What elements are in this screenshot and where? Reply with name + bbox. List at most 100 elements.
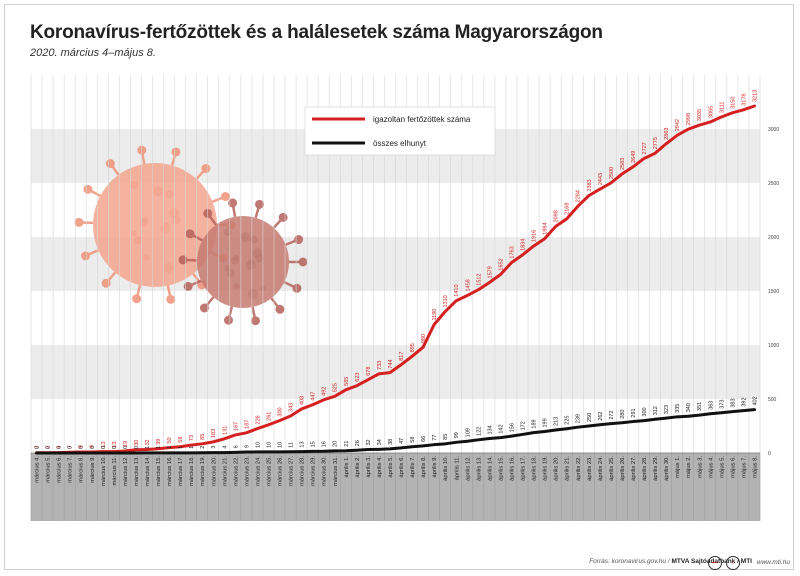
x-tick-label: április 8. bbox=[421, 456, 427, 478]
x-tick-label: március 30. bbox=[322, 456, 328, 486]
deaths-data-label: 109 bbox=[465, 428, 471, 437]
deaths-data-label: 134 bbox=[487, 425, 493, 434]
infected-data-label: 58 bbox=[178, 437, 184, 443]
virus-dot bbox=[240, 232, 251, 243]
deaths-data-label: 225 bbox=[565, 416, 571, 425]
y-tick-label: 2000 bbox=[768, 235, 779, 241]
infected-data-label: 32 bbox=[145, 439, 151, 445]
x-tick-label: április 18. bbox=[532, 456, 538, 481]
infected-data-label: 525 bbox=[333, 383, 339, 392]
deaths-data-label: 335 bbox=[675, 404, 681, 413]
deaths-data-label: 11 bbox=[289, 442, 295, 448]
x-tick-label: március 5. bbox=[46, 456, 52, 483]
deaths-data-label: 13 bbox=[300, 441, 306, 447]
deaths-data-label: 122 bbox=[476, 427, 482, 436]
deaths-data-label: 300 bbox=[642, 407, 648, 416]
deaths-data-label: 0 bbox=[46, 446, 52, 449]
infected-data-label: 39 bbox=[156, 439, 162, 445]
deaths-series-line bbox=[35, 408, 756, 455]
virus-spike-head bbox=[199, 303, 209, 313]
deaths-data-label: 351 bbox=[697, 402, 703, 411]
deaths-data-label: 6 bbox=[233, 445, 239, 448]
virus-spike-head bbox=[292, 283, 302, 293]
x-tick-label: április 3. bbox=[366, 456, 372, 478]
deaths-data-label: 172 bbox=[521, 421, 527, 430]
deaths-data-label: 189 bbox=[532, 419, 538, 428]
deaths-data-label: 38 bbox=[388, 439, 394, 445]
infected-data-label: 2500 bbox=[609, 167, 615, 179]
infected-data-label: 131 bbox=[222, 426, 228, 435]
x-tick-label: március 13. bbox=[134, 456, 140, 486]
virus-dot bbox=[131, 230, 138, 237]
infected-data-label: 2863 bbox=[664, 128, 670, 140]
deaths-data-label: 262 bbox=[598, 412, 604, 421]
x-tick-label: március 15. bbox=[156, 456, 162, 486]
infected-data-label: 30 bbox=[134, 440, 140, 446]
infected-data-label: 585 bbox=[344, 377, 350, 386]
infected-data-label: 1916 bbox=[532, 230, 538, 242]
x-tick-label: március 10. bbox=[101, 456, 107, 486]
x-tick-label: április 10. bbox=[443, 456, 449, 481]
virus-dot bbox=[260, 285, 267, 292]
x-tick-label: március 14. bbox=[145, 456, 151, 486]
deaths-data-label: 0 bbox=[57, 446, 63, 449]
deaths-data-label: 47 bbox=[399, 438, 405, 444]
deaths-data-label: 0 bbox=[68, 446, 74, 449]
deaths-data-label: 77 bbox=[432, 435, 438, 441]
virus-spike-head bbox=[137, 145, 147, 155]
virus-dot bbox=[223, 228, 232, 237]
deaths-data-label: 392 bbox=[741, 397, 747, 406]
deaths-data-label: 1 bbox=[156, 446, 162, 449]
infected-data-label: 2 bbox=[46, 446, 52, 449]
infected-data-label: 3213 bbox=[752, 90, 758, 102]
virus-dot bbox=[224, 265, 231, 272]
deaths-data-label: 199 bbox=[543, 418, 549, 427]
deaths-data-label: 10 bbox=[278, 442, 284, 448]
deaths-data-label: 340 bbox=[686, 403, 692, 412]
virus-spike-head bbox=[223, 315, 233, 325]
virus-spike-head bbox=[83, 184, 93, 194]
x-tick-label: március 23. bbox=[244, 456, 250, 486]
infected-data-label: 2284 bbox=[576, 190, 582, 202]
infected-data-label: 3065 bbox=[708, 106, 714, 118]
x-tick-label: április 29. bbox=[653, 456, 659, 481]
deaths-data-label: 363 bbox=[708, 401, 714, 410]
x-tick-label: április 19. bbox=[543, 456, 549, 481]
deaths-data-label: 21 bbox=[344, 441, 350, 447]
deaths-data-label: 2 bbox=[200, 446, 206, 449]
virus-dot bbox=[152, 186, 163, 197]
infected-data-label: 2168 bbox=[565, 203, 571, 215]
infected-data-label: 3178 bbox=[741, 94, 747, 106]
virus-dot bbox=[143, 254, 150, 261]
source-text: koronavirus.gov.hu / bbox=[611, 558, 672, 565]
deaths-data-label: 16 bbox=[322, 441, 328, 447]
infected-data-label: 2998 bbox=[686, 113, 692, 125]
legend-infected-label: igazoltan fertőzöttek száma bbox=[373, 115, 471, 124]
x-tick-label: március 7. bbox=[68, 456, 74, 483]
infected-data-label: 1410 bbox=[454, 284, 460, 296]
infected-data-label: 1458 bbox=[465, 279, 471, 291]
virus-spike-head bbox=[275, 304, 285, 314]
deaths-data-label: 280 bbox=[620, 410, 626, 419]
x-tick-label: május 8. bbox=[752, 456, 758, 478]
infected-data-label: 187 bbox=[244, 420, 250, 429]
x-tick-label: április 26. bbox=[620, 456, 626, 481]
infected-data-label: 492 bbox=[322, 387, 328, 396]
virus-spike-head bbox=[255, 199, 265, 209]
infected-data-label: 2098 bbox=[554, 210, 560, 222]
deaths-data-label: 34 bbox=[377, 439, 383, 445]
x-tick-label: március 12. bbox=[123, 456, 129, 486]
x-tick-label: március 16. bbox=[167, 456, 173, 486]
infected-data-label: 2583 bbox=[620, 158, 626, 170]
virus-dot bbox=[163, 263, 174, 274]
virus-dot bbox=[169, 207, 180, 218]
x-tick-label: április 27. bbox=[631, 456, 637, 481]
deaths-data-label: 239 bbox=[576, 414, 582, 423]
infected-data-label: 13 bbox=[112, 441, 118, 447]
y-tick-label: 1500 bbox=[768, 289, 779, 295]
x-tick-label: április 5. bbox=[388, 456, 394, 478]
deaths-data-label: 250 bbox=[587, 413, 593, 422]
virus-dot bbox=[139, 219, 148, 228]
y-tick-label: 2500 bbox=[768, 181, 779, 187]
